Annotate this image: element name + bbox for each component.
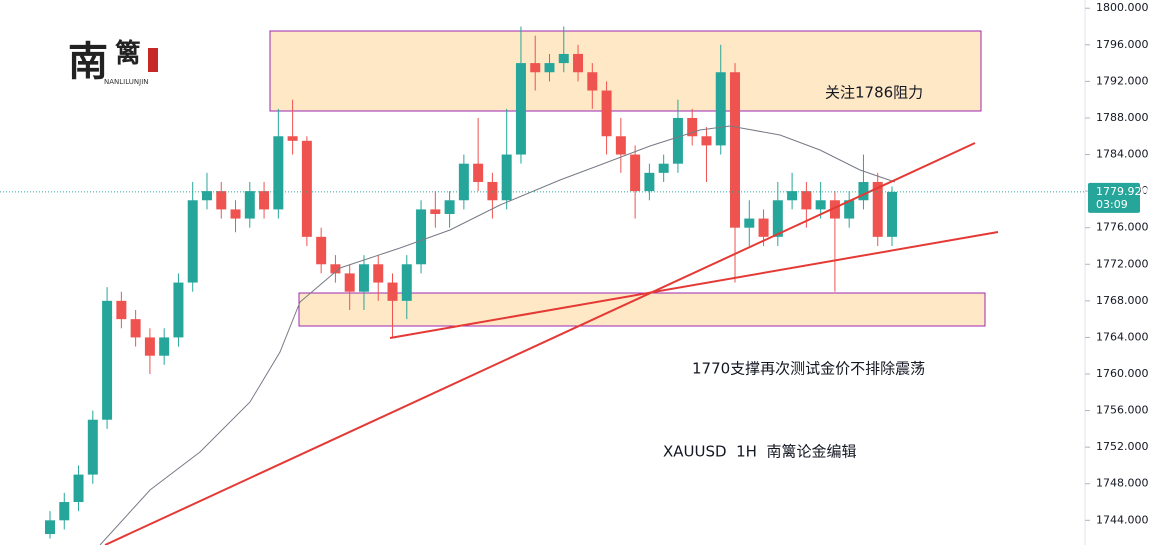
candle-body [287,136,298,141]
candle-body [872,181,883,237]
candle-body [501,154,512,201]
candle-body [829,200,840,219]
candle-body [173,282,184,338]
y-tick-label: 1752.000 [1096,440,1149,453]
candle-body [458,163,469,201]
trend-line [389,231,999,339]
candle-body [687,117,698,137]
candle-body [159,337,170,356]
candle-body [444,200,455,214]
candle-body [787,191,798,201]
candle-body [615,136,626,155]
last-price-label: 1779.920 [1096,185,1149,198]
candle-body [401,264,412,301]
candle-body [744,218,755,228]
logo-subtitle: NANLILUNJIN [104,78,149,86]
y-tick-label: 1768.000 [1096,294,1149,307]
candle-body [730,72,741,228]
candle-body [530,63,541,73]
candle-body [801,191,812,210]
candle-body [387,282,398,301]
candle-body [358,264,369,292]
candle-body [59,502,70,521]
candle-body [230,209,241,219]
candle-body [273,136,284,210]
candle-body [45,520,55,535]
candle-body [244,191,255,219]
candle-body [815,200,826,210]
y-tick-label: 1784.000 [1096,148,1149,161]
y-tick-label: 1764.000 [1096,330,1149,343]
y-tick-label: 1800.000 [1096,1,1149,14]
candle-body [644,172,655,192]
candle-body [587,72,598,91]
resistance-zone [269,30,982,112]
logo-char: 南 [68,38,108,85]
logo: 南 篱 NANLILUNJIN [68,38,158,86]
y-tick-label: 1744.000 [1096,513,1149,526]
last-price-tag [1088,182,1140,213]
y-tick-label: 1748.000 [1096,477,1149,490]
candle-body [116,300,127,320]
candle-body [416,209,427,265]
candle-body [316,236,327,265]
annotation: 1770支撑再次测试金价不排除震荡 [692,360,925,378]
y-tick-label: 1756.000 [1096,404,1149,417]
candle-body [373,264,384,283]
logo-seal [148,48,158,72]
candle-body [144,337,155,356]
candle-body [887,191,897,237]
candle-body [301,140,312,237]
candle-body [430,209,441,214]
candle-body [201,191,212,201]
candle-body [187,200,198,283]
candle-body [344,273,355,292]
moving-average [99,125,896,545]
candle-body [701,136,712,146]
price-axis: 1744.000 1748.000 1752.000 1756.000 1760.000… [0,1,1149,526]
candle-body [858,181,869,201]
candle-body [87,419,98,475]
candle-body [73,474,84,503]
candle-body [630,154,641,192]
candle-body [515,63,526,155]
y-tick-label: 1788.000 [1096,111,1149,124]
candle-body [672,117,683,164]
candle-body [658,163,669,173]
candle-body [473,163,484,182]
y-tick-label: 1760.000 [1096,367,1149,380]
y-tick-label: 1792.000 [1096,74,1149,87]
y-tick-label: 1796.000 [1096,38,1149,51]
candle-body [772,200,783,237]
candle-body [330,264,341,274]
candle-body [573,53,584,73]
candle-body [715,72,726,146]
y-tick-label: 1772.000 [1096,257,1149,270]
logo-char: 篱 [115,38,141,69]
candle-body [844,200,855,219]
annotation: XAUUSD 1H 南篱论金编辑 [663,443,856,461]
y-tick-label: 1776.000 [1096,221,1149,234]
candle-body [601,90,612,137]
annotation: 关注1786阻力 [825,84,923,102]
candle-body [487,181,498,201]
candle-body [558,53,569,64]
candle-body [544,63,555,73]
trend-line [104,142,976,545]
candle-body [130,319,141,338]
candle-body [758,218,769,237]
countdown-label: 03:09 [1096,198,1128,211]
candle-body [216,191,227,210]
support-zone [298,292,986,327]
candle-body [259,191,270,210]
candle-body [102,300,113,420]
candles [45,26,897,539]
